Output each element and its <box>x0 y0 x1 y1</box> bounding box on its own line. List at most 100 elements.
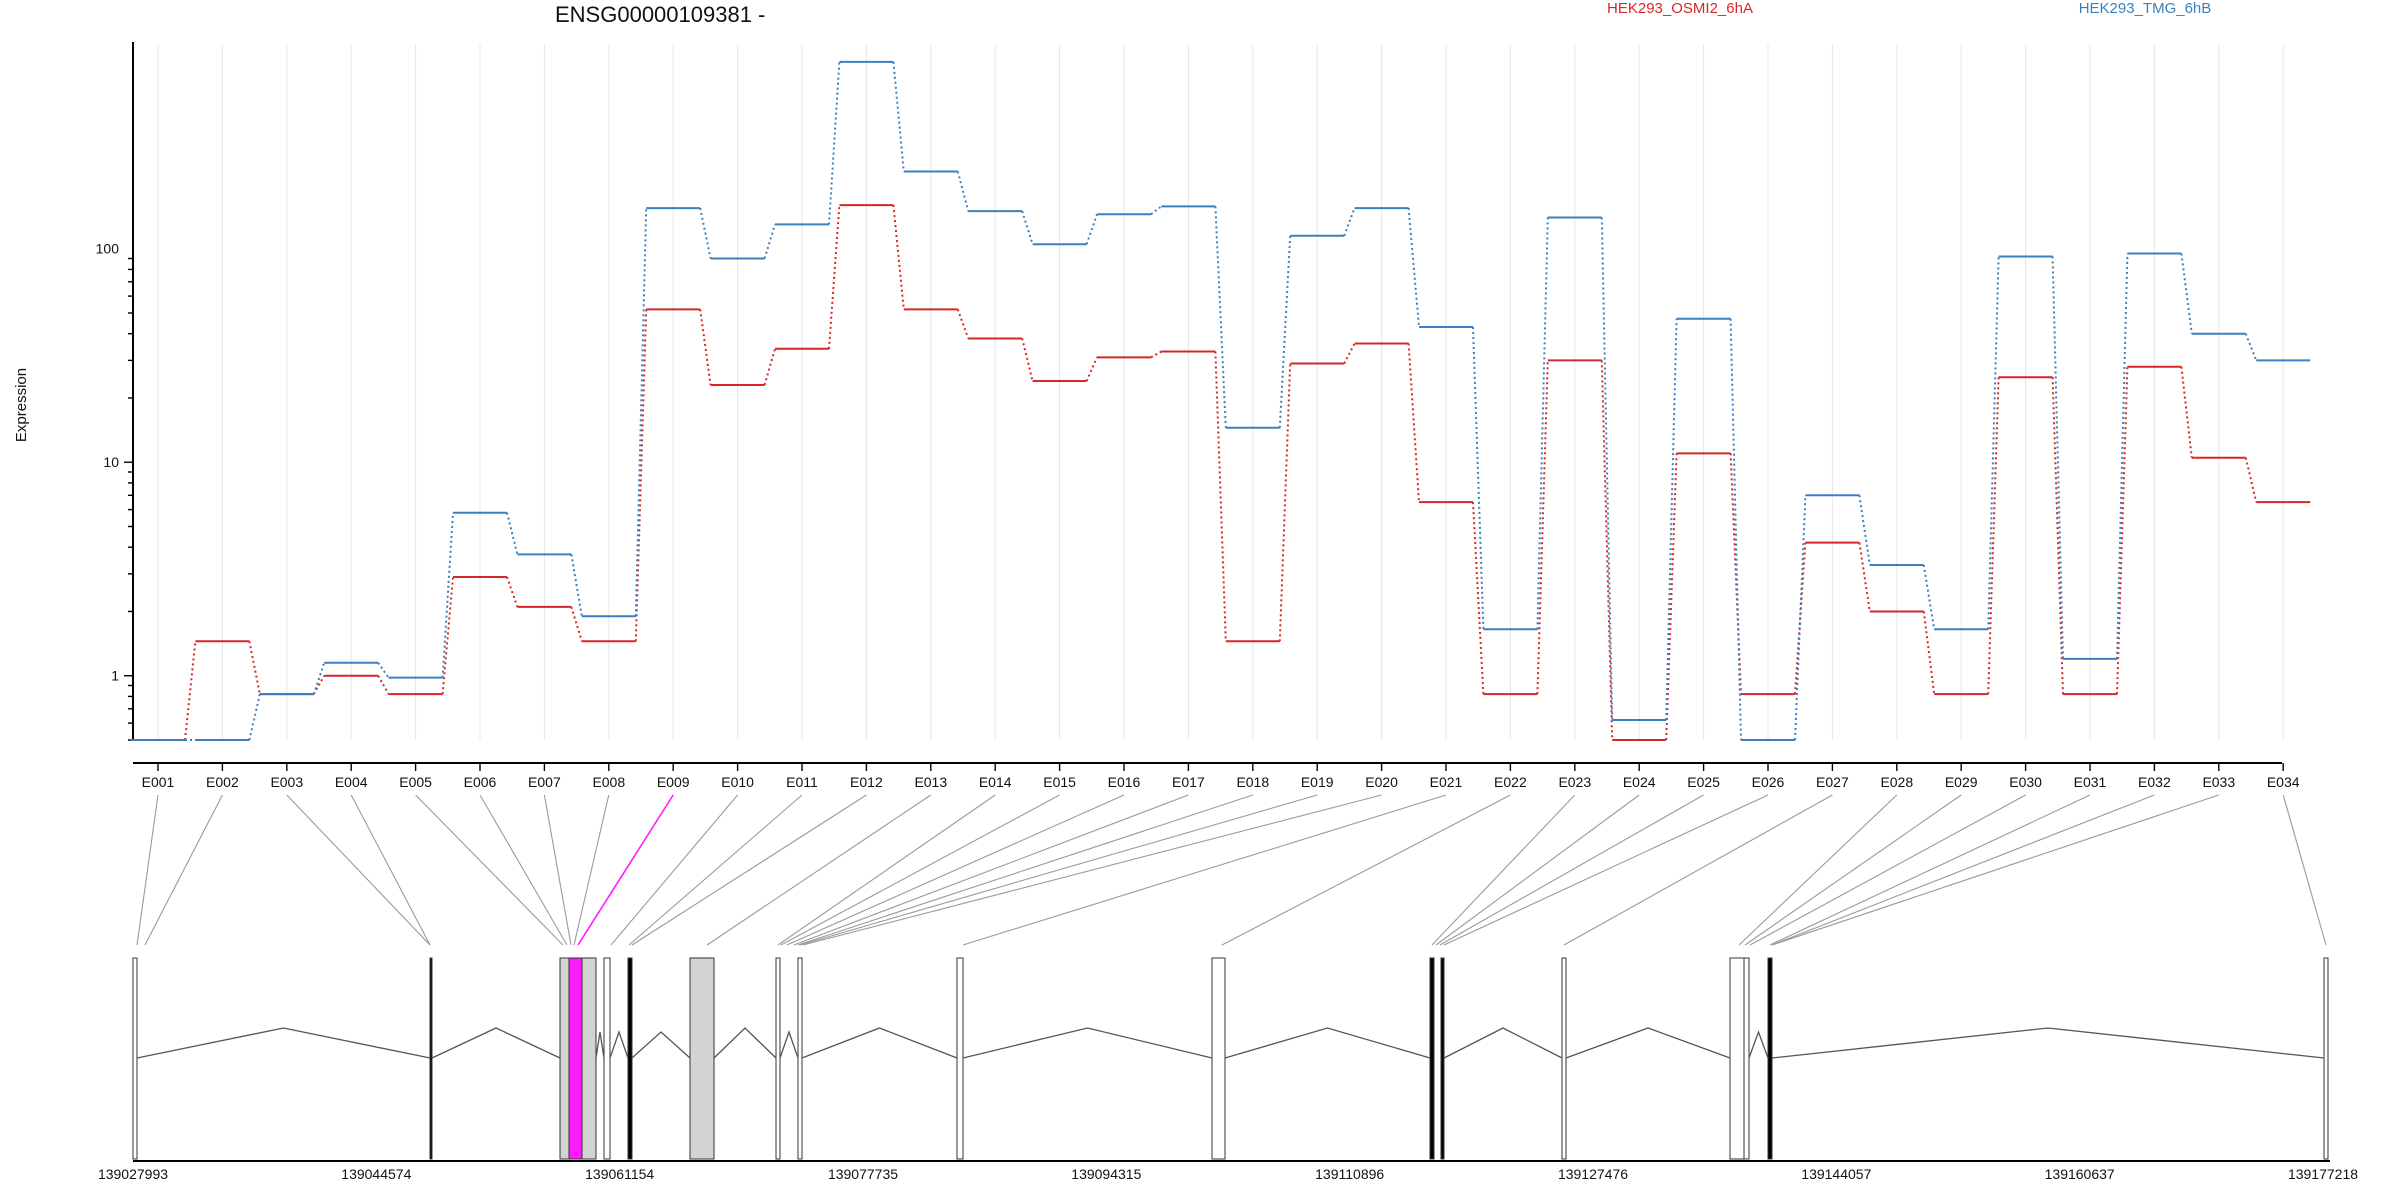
coordinate-label: 139110896 <box>1315 1166 1384 1182</box>
y-axis-label: Expression <box>13 368 30 442</box>
x-tick-label: E014 <box>979 774 1012 790</box>
exon-connector <box>777 794 996 946</box>
coordinate-label: 139077735 <box>828 1166 898 1182</box>
expression-connector <box>1600 360 1614 741</box>
exon-connector <box>479 794 568 946</box>
expression-connector <box>1472 326 1485 630</box>
x-tick-label: E032 <box>2138 774 2171 790</box>
gene-model <box>132 957 2330 1162</box>
exon-connector <box>415 794 564 946</box>
expression-connector <box>634 309 648 642</box>
expression-connector <box>1278 235 1292 428</box>
expression-connector <box>377 662 390 679</box>
exon-connector <box>1563 794 1833 946</box>
exon-connector <box>797 794 1253 946</box>
exon-connector <box>1435 794 1640 946</box>
expression-connector <box>828 205 841 349</box>
exon-connector <box>1221 794 1511 946</box>
exon-connector <box>1771 794 2155 946</box>
x-tick-label: E033 <box>2202 774 2235 790</box>
exon-connector <box>780 794 1060 946</box>
exon-box <box>1729 957 1745 1160</box>
expression-connector <box>312 662 326 695</box>
expression-connector <box>2116 253 2129 659</box>
expression-connector <box>1021 338 1034 382</box>
x-tick-label: E026 <box>1752 774 1785 790</box>
x-tick-label: E019 <box>1301 774 1334 790</box>
coordinate-label: 139127476 <box>1558 1166 1628 1182</box>
y-tick-label: 100 <box>96 241 120 257</box>
expression-connector <box>1665 318 1678 721</box>
x-tick-label: E031 <box>2074 774 2107 790</box>
exon-box <box>956 957 964 1160</box>
exon-box <box>581 957 597 1160</box>
expression-connector <box>1214 206 1227 428</box>
exon-box <box>1767 957 1773 1160</box>
exon-connector <box>1749 794 2026 946</box>
series-lines <box>131 60 2311 741</box>
expression-connector <box>1536 217 1549 630</box>
x-tick-label: E015 <box>1043 774 1076 790</box>
intron-line <box>1771 1027 2325 1059</box>
x-tick-label: E021 <box>1430 774 1463 790</box>
expression-connector <box>1922 564 1936 630</box>
legend: HEK293_OSMI2_6hA HEK293_TMG_6hB <box>1607 0 2211 17</box>
exon-connector <box>799 794 1318 946</box>
axes: 1 10 100 E001 E002 E003 E004 E005 E006 E007 E008 E0… <box>96 42 2300 790</box>
expression-connector <box>1407 343 1420 503</box>
exon-connector <box>577 794 674 946</box>
expression-connector <box>892 61 905 172</box>
x-tick-label: E002 <box>206 774 239 790</box>
expression-connector <box>1278 363 1292 642</box>
coordinate-label: 139177218 <box>2288 1166 2358 1182</box>
exon-connector <box>286 794 431 946</box>
expression-connector <box>763 224 776 259</box>
exon-box <box>775 957 781 1160</box>
x-tick-label: E013 <box>914 774 947 790</box>
exon-box <box>797 957 803 1160</box>
coordinate-label: 139061154 <box>585 1166 654 1182</box>
series-HEK293_TMG_6hB <box>131 60 2311 741</box>
exon-connector <box>1431 794 1576 946</box>
expression-connector <box>2244 333 2258 361</box>
exon-box <box>1561 957 1567 1160</box>
x-tick-label: E009 <box>657 774 690 790</box>
expression-connector <box>312 675 326 695</box>
legend-entry: HEK293_OSMI2_6hA <box>1607 0 1753 17</box>
exon-connector <box>786 794 1125 946</box>
x-tick-label: E010 <box>721 774 754 790</box>
x-tick-label: E004 <box>335 774 368 790</box>
expression-connector <box>1600 217 1614 721</box>
exon-connector <box>2282 794 2327 946</box>
expression-connector <box>184 641 197 741</box>
exon-connector <box>1771 794 2219 946</box>
exon-box <box>1211 957 1226 1160</box>
x-tick-label: E005 <box>399 774 432 790</box>
expression-connector <box>2180 253 2193 334</box>
exon-connector <box>136 794 159 946</box>
intron-line <box>595 1031 605 1059</box>
expression-connector <box>2051 377 2064 695</box>
expression-connector <box>1987 256 2000 630</box>
expression-connector <box>699 309 712 386</box>
x-tick-label: E011 <box>786 774 818 790</box>
exon-box <box>132 957 138 1160</box>
intron-line <box>779 1030 799 1059</box>
expression-connector <box>377 675 390 695</box>
exon-connector <box>144 794 223 946</box>
expression-connector <box>1407 208 1420 328</box>
expression-connector <box>956 309 970 339</box>
expression-connector <box>1343 342 1356 364</box>
exon-connector <box>962 794 1447 946</box>
exon-box <box>627 957 633 1160</box>
grid-lines <box>157 45 2284 740</box>
expression-connector <box>1858 495 1871 566</box>
expression-connector <box>956 171 970 212</box>
exon-connector <box>610 794 739 946</box>
legend-entry: HEK293_TMG_6hB <box>2079 0 2212 17</box>
y-tick-label: 1 <box>111 668 119 684</box>
expression-connector <box>1214 351 1227 642</box>
expression-connector <box>248 693 261 741</box>
exon-box <box>1743 957 1750 1160</box>
expression-connector <box>699 207 712 259</box>
